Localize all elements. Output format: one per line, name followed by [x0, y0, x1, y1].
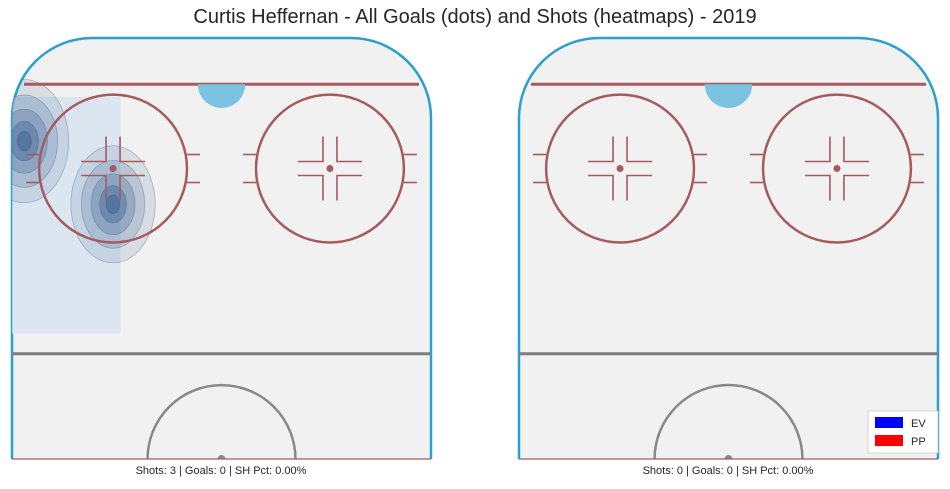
center-ice-circle — [146, 384, 297, 460]
rink-panel-right: Shots: 0 | Goals: 0 | SH Pct: 0.00% — [517, 36, 940, 477]
center-dot — [724, 455, 733, 459]
faceoff-circle-right — [243, 93, 417, 244]
legend-label-ev: EV — [911, 418, 926, 430]
goal-crease — [704, 84, 753, 108]
heatmap-background — [12, 96, 121, 334]
center-dot — [217, 455, 226, 459]
rink-markings-right — [519, 82, 938, 460]
stats-caption-right: Shots: 0 | Goals: 0 | SH Pct: 0.00% — [643, 465, 814, 477]
faceoff-circle-left — [26, 93, 200, 244]
faceoff-circle-right — [750, 93, 924, 244]
stats-caption-left: Shots: 3 | Goals: 0 | SH Pct: 0.00% — [136, 465, 307, 477]
rink-markings-left — [12, 82, 431, 460]
legend-label-pp: PP — [911, 436, 926, 448]
chart-title: Curtis Heffernan - All Goals (dots) and … — [193, 6, 757, 28]
heatmap-hotspot — [12, 79, 70, 204]
center-ice-circle — [653, 384, 804, 460]
heatmap-hotspot — [70, 145, 156, 264]
legend-swatch-pp — [875, 435, 903, 446]
faceoff-circle-left — [533, 93, 707, 244]
rink-panel-left: Shots: 3 | Goals: 0 | SH Pct: 0.00% — [10, 36, 433, 477]
goal-crease — [197, 84, 246, 108]
legend-swatch-ev — [875, 417, 903, 428]
legend: EV PP — [867, 410, 939, 454]
